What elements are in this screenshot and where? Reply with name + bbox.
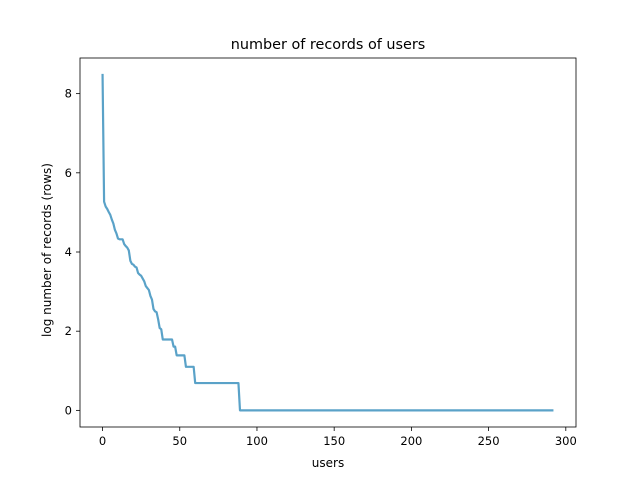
chart-title: number of records of users: [231, 37, 426, 53]
y-tick-label: 6: [65, 166, 72, 180]
x-axis-label: users: [312, 456, 344, 470]
axes-frame: [79, 57, 577, 428]
y-tick-label: 4: [65, 245, 72, 259]
x-tick-label: 300: [555, 434, 577, 448]
y-tick-label: 8: [65, 87, 72, 101]
y-axis-label: log number of records (rows): [40, 163, 54, 337]
x-tick-label: 200: [400, 434, 422, 448]
x-axis: 0 50 100 150 200 250 300: [99, 427, 577, 448]
plot-area: [79, 57, 577, 428]
x-tick-label: 150: [323, 434, 345, 448]
y-axis: 0 2 4 6 8: [65, 87, 80, 417]
x-tick-label: 50: [172, 434, 187, 448]
y-tick-label: 2: [65, 324, 72, 338]
y-tick-label: 0: [65, 403, 72, 417]
x-tick-label: 0: [99, 434, 106, 448]
x-tick-label: 250: [478, 434, 500, 448]
series-line: [101, 73, 554, 412]
x-tick-label: 100: [246, 434, 268, 448]
